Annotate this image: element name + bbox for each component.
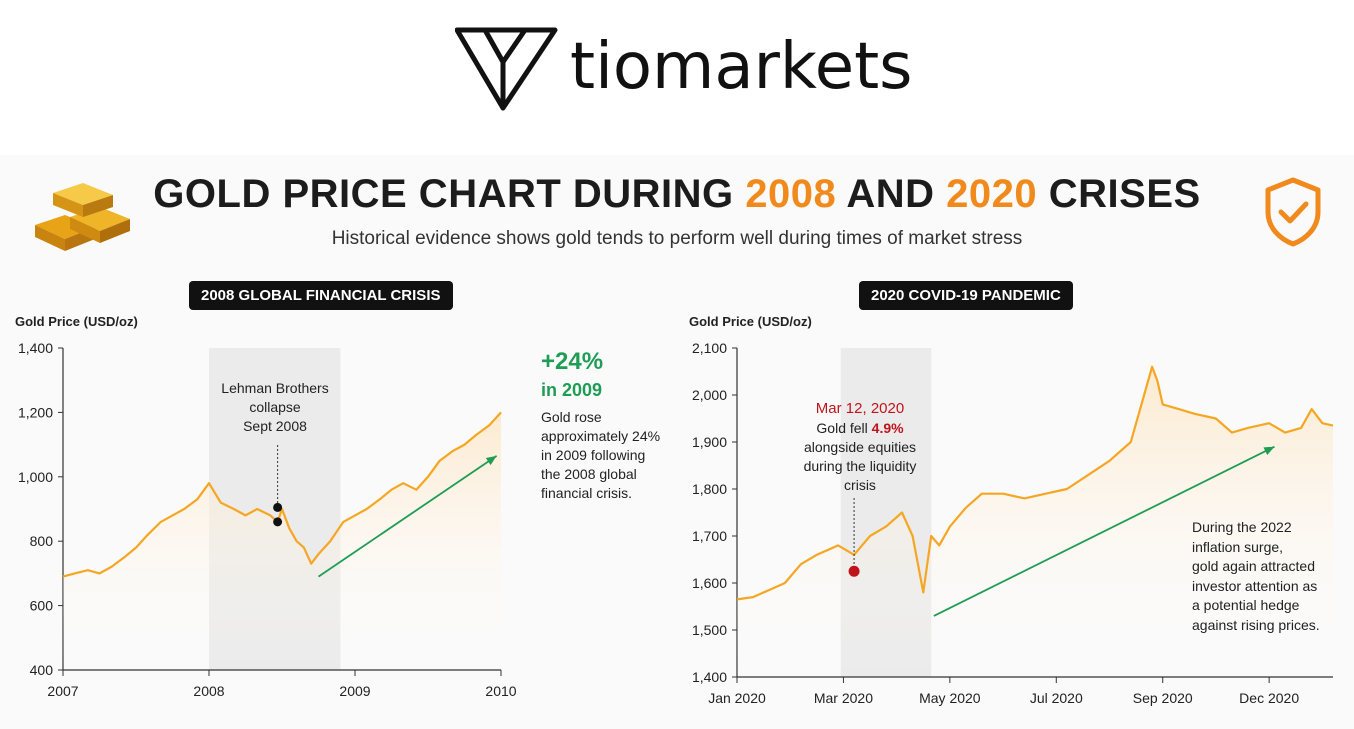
x-tick-label: Mar 2020: [814, 690, 873, 706]
y-tick-label: 800: [30, 533, 54, 549]
shield-check-icon: [1265, 177, 1321, 247]
gain-2008-text-line: the 2008 global: [541, 466, 637, 482]
gain-2008-text-line: in 2009 following: [541, 447, 646, 463]
trend-arrowhead: [485, 455, 497, 466]
event-marker: [273, 502, 283, 512]
y-tick-label: 1,800: [692, 481, 727, 497]
infographic-title: GOLD PRICE CHART DURING 2008 AND 2020 CR…: [153, 172, 1201, 216]
y-tick-label: 1,900: [692, 434, 727, 450]
trend-arrow: [317, 455, 498, 578]
gain-2008-text: Gold rose approximately 24% in 2009 follow…: [541, 408, 660, 503]
annotation-2020-date: Mar 12, 2020: [815, 400, 905, 417]
note-2022-line: investor attention as: [1192, 577, 1318, 594]
x-tick-label: 2009: [339, 683, 370, 699]
annotation-2008-lehman: Lehman Brothers collapse Sept 2008: [195, 379, 355, 436]
brand-wordmark: tiomarkets: [570, 30, 913, 104]
trend-arrowhead: [1263, 446, 1275, 456]
chart-2020: Gold Price (USD/oz) 1,400 1,500 1,600 1,700 1…: [689, 314, 1334, 706]
price-area-fill: [737, 366, 1333, 677]
chart-2020-title-pill: 2020 COVID-19 PANDEMIC: [859, 281, 1073, 310]
price-area-fill: [63, 412, 501, 670]
annotation-2020-line: during the liquidity: [803, 458, 917, 474]
y-tick-label: 400: [30, 662, 54, 678]
y-tick-label: 1,000: [18, 469, 53, 485]
y-tick-label: 1,400: [18, 340, 53, 356]
annotation-2020-text: alongside equities during the liquidity cr…: [770, 438, 950, 495]
y-tick-label: 600: [30, 598, 54, 614]
gold-price-line: [62, 411, 502, 578]
annotation-2008-line: Lehman Brothers: [221, 380, 329, 396]
y-tick-label: 2,100: [692, 340, 727, 356]
note-2022-line: During the 2022: [1192, 519, 1292, 535]
annotation-2020-line: alongside equities: [803, 439, 917, 455]
y-tick-label: 1,500: [692, 622, 727, 638]
x-tick-label: Dec 2020: [1239, 690, 1299, 706]
x-tick-label: 2008: [193, 683, 224, 699]
note-2022-line: gold again attracted: [1192, 558, 1315, 574]
x-tick-label: 2007: [47, 683, 78, 699]
annotation-2008-line: Sept 2008: [243, 418, 307, 434]
x-tick-label: Jan 2020: [708, 690, 766, 706]
annotation-2020-fell: Gold fell 4.9%: [816, 420, 904, 436]
y-tick-label: 1,700: [692, 528, 727, 544]
chart-2008: Gold Price (USD/oz) 400 600 800 1,000 1,200 1,…: [15, 314, 517, 699]
x-tick-label: Jul 2020: [1030, 690, 1083, 706]
tiomarkets-logo-icon: [455, 27, 558, 111]
gain-2008-text-line: approximately 24%: [541, 428, 661, 444]
note-2022-inflation: During the 2022 inflation surge, gold agai…: [1192, 518, 1320, 635]
y-tick-label: 1,200: [18, 404, 53, 420]
infographic-subtitle: Historical evidence shows gold tends to …: [331, 228, 1023, 249]
annotation-2008-line: collapse: [249, 399, 301, 415]
x-tick-label: Sep 2020: [1133, 690, 1193, 706]
gold-price-line: [736, 365, 1334, 601]
note-2022-line: against rising prices.: [1192, 616, 1320, 633]
gain-2008-text-line: Gold rose: [541, 409, 602, 425]
y-tick-label: 1,600: [692, 575, 727, 591]
y-axis-label: Gold Price (USD/oz): [15, 314, 138, 329]
x-tick-label: May 2020: [919, 690, 981, 706]
gain-2008-big: +24%: [541, 348, 604, 375]
gain-2008-sub: in 2009: [541, 380, 603, 400]
y-axis-label: Gold Price (USD/oz): [689, 314, 812, 329]
annotation-2020-line: crisis: [844, 477, 876, 493]
note-2022-line: a potential hedge: [1192, 597, 1300, 613]
gain-2008-text-line: financial crisis.: [541, 485, 633, 501]
y-tick-label: 2,000: [692, 387, 727, 403]
x-tick-label: 2010: [485, 683, 516, 699]
gold-bars-icon: [35, 183, 130, 251]
trend-arrow: [933, 445, 1275, 617]
event-marker: [848, 565, 860, 577]
note-2022-line: inflation surge,: [1192, 538, 1284, 555]
event-marker: [273, 517, 283, 527]
y-tick-label: 1,400: [692, 669, 727, 685]
chart-2008-title-pill: 2008 GLOBAL FINANCIAL CRISIS: [189, 281, 453, 310]
